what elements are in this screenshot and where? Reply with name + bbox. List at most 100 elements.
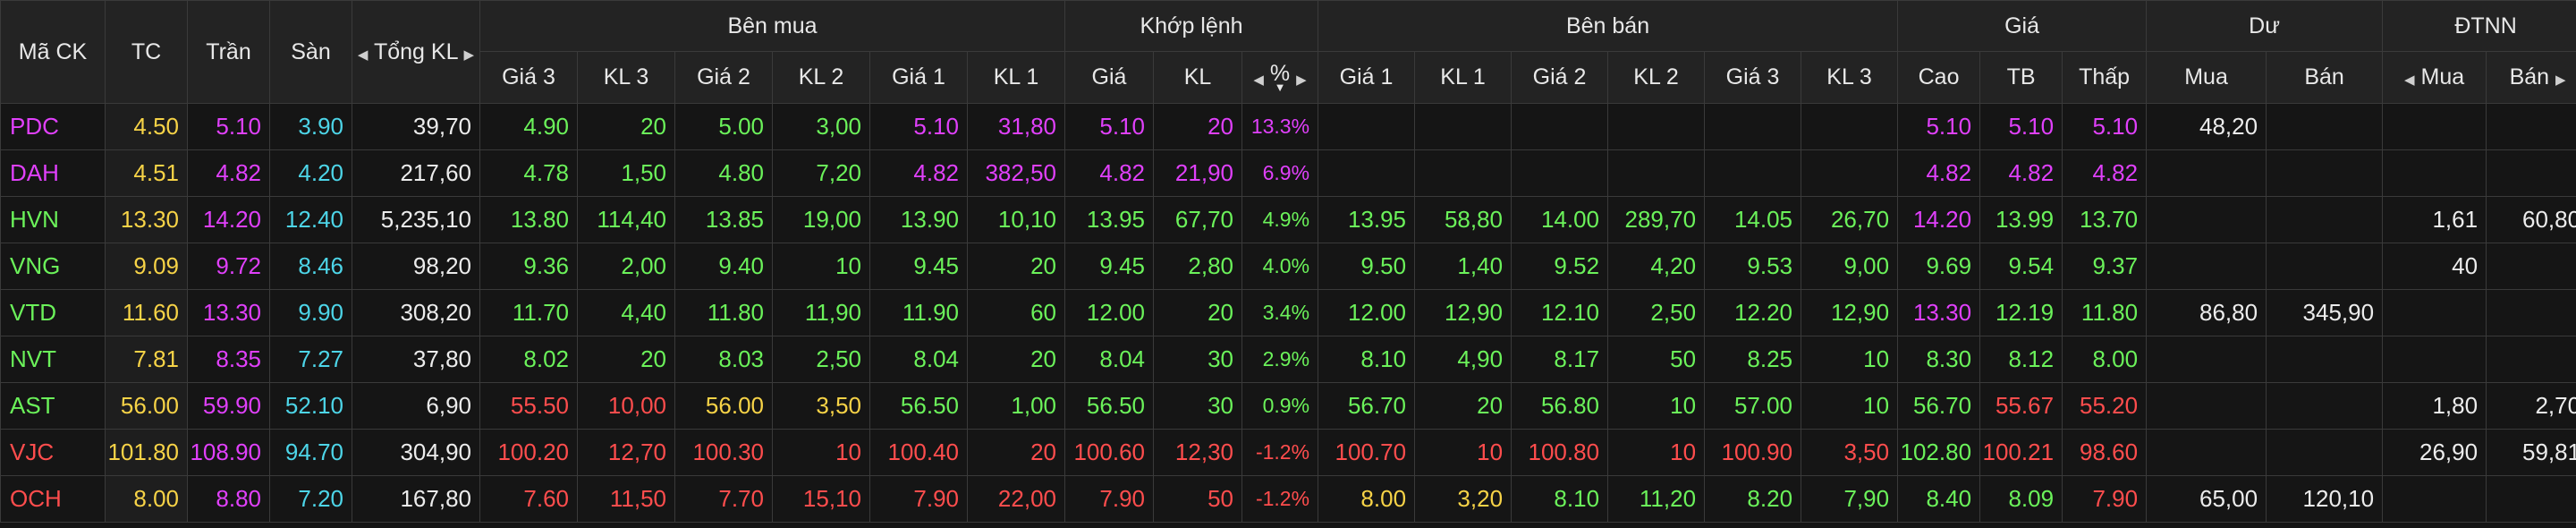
- header-low[interactable]: Thấp: [2062, 51, 2148, 104]
- header-ask-price1[interactable]: Giá 1: [1318, 51, 1416, 104]
- bid-vol1-cell: 20: [967, 243, 1065, 290]
- ceiling-price-cell: 8.35: [187, 336, 270, 383]
- bid-vol1-cell: 22,00: [967, 475, 1065, 523]
- table-row[interactable]: NVT 7.81 8.35 7.27 37,80 8.02 20 8.03 2,50 8.04 20…: [0, 336, 2576, 383]
- header-match-pct[interactable]: ◀ % ▼ ▶: [1241, 51, 1319, 104]
- symbol-cell[interactable]: AST: [0, 382, 106, 430]
- bid-vol1-cell: 20: [967, 429, 1065, 476]
- price-rows: PDC 4.50 5.10 3.90 39,70 4.90 20 5.00 3,00 5.10 31…: [0, 103, 2576, 523]
- foreign-buy-cell: 1,61: [2382, 196, 2487, 243]
- symbol-cell[interactable]: DAH: [0, 149, 106, 197]
- match-vol-cell: 12,30: [1153, 429, 1242, 476]
- bid-vol1-cell: 1,00: [967, 382, 1065, 430]
- ref-price-cell: 101.80: [105, 429, 188, 476]
- symbol-cell[interactable]: NVT: [0, 336, 106, 383]
- left-arrow-icon[interactable]: ◀: [1253, 72, 1264, 88]
- header-price-group: Giá: [1897, 0, 2148, 52]
- header-match-vol[interactable]: KL: [1153, 51, 1242, 104]
- bid-price1-cell: 9.45: [869, 243, 968, 290]
- remain-buy-cell: [2146, 196, 2267, 243]
- sort-down-icon[interactable]: ▼: [1274, 81, 1286, 95]
- ask-price3-cell: [1704, 149, 1802, 197]
- header-floor[interactable]: Sàn: [269, 0, 352, 104]
- header-ask-price2[interactable]: Giá 2: [1511, 51, 1609, 104]
- ask-price3-cell: 57.00: [1704, 382, 1802, 430]
- left-arrow-icon[interactable]: ◀: [2404, 72, 2415, 88]
- ask-vol1-cell: 10: [1414, 429, 1513, 476]
- right-arrow-icon[interactable]: ▶: [2555, 72, 2566, 88]
- total-volume-cell: 6,90: [352, 382, 480, 430]
- header-symbol[interactable]: Mã CK: [0, 0, 106, 104]
- avg-price-cell: 12.19: [1979, 289, 2063, 336]
- match-vol-cell: 20: [1153, 103, 1242, 150]
- floor-price-cell: 9.90: [269, 289, 352, 336]
- header-ceiling[interactable]: Trần: [187, 0, 270, 104]
- header-remain-group: Dư: [2146, 0, 2384, 52]
- foreign-sell-cell: [2486, 336, 2576, 383]
- header-match-price[interactable]: Giá: [1064, 51, 1154, 104]
- symbol-cell[interactable]: VNG: [0, 243, 106, 290]
- remain-sell-cell: [2266, 336, 2384, 383]
- header-ask-vol3[interactable]: KL 3: [1801, 51, 1899, 104]
- symbol-cell[interactable]: VJC: [0, 429, 106, 476]
- foreign-sell-cell: [2486, 475, 2576, 523]
- table-row[interactable]: AST 56.00 59.90 52.10 6,90 55.50 10,00 56.00 3,5…: [0, 382, 2576, 430]
- right-arrow-icon[interactable]: ▶: [1296, 72, 1307, 88]
- bid-price3-cell: 9.36: [479, 243, 578, 290]
- symbol-cell[interactable]: OCH: [0, 475, 106, 523]
- right-arrow-icon[interactable]: ▶: [463, 47, 475, 63]
- symbol-cell[interactable]: HVN: [0, 196, 106, 243]
- header-total-volume[interactable]: ◀ Tổng KL ▶: [352, 0, 480, 104]
- table-row[interactable]: DAH 4.51 4.82 4.20 217,60 4.78 1,50 4.80 7,20 4.8…: [0, 149, 2576, 197]
- table-row[interactable]: VTD 11.60 13.30 9.90 308,20 11.70 4,40 11.80 11,…: [0, 289, 2576, 336]
- remain-sell-cell: [2266, 243, 2384, 290]
- floor-price-cell: 8.46: [269, 243, 352, 290]
- header-high[interactable]: Cao: [1897, 51, 1981, 104]
- header-remain-buy[interactable]: Mua: [2146, 51, 2267, 104]
- header-bid-group: Bên mua: [479, 0, 1065, 52]
- bid-price2-cell: 4.80: [674, 149, 773, 197]
- bid-price1-cell: 7.90: [869, 475, 968, 523]
- bid-price2-cell: 13.85: [674, 196, 773, 243]
- header-remain-sell[interactable]: Bán: [2266, 51, 2384, 104]
- ceiling-price-cell: 8.80: [187, 475, 270, 523]
- ask-price1-cell: 8.00: [1318, 475, 1416, 523]
- header-bid-vol2[interactable]: KL 2: [772, 51, 870, 104]
- header-ask-price3[interactable]: Giá 3: [1704, 51, 1802, 104]
- table-row[interactable]: HVN 13.30 14.20 12.40 5,235,10 13.80 114,40 13.…: [0, 196, 2576, 243]
- header-ask-vol1[interactable]: KL 1: [1414, 51, 1513, 104]
- high-price-cell: 5.10: [1897, 103, 1981, 150]
- table-row[interactable]: PDC 4.50 5.10 3.90 39,70 4.90 20 5.00 3,00 5.10 31…: [0, 103, 2576, 150]
- header-bid-price3[interactable]: Giá 3: [479, 51, 578, 104]
- remain-sell-cell: 120,10: [2266, 475, 2384, 523]
- table-row[interactable]: VJC 101.80 108.90 94.70 304,90 100.20 12,70 100…: [0, 429, 2576, 476]
- header-ask-vol2[interactable]: KL 2: [1607, 51, 1706, 104]
- header-foreign-buy[interactable]: ◀ Mua: [2382, 51, 2487, 104]
- bid-vol1-cell: 20: [967, 336, 1065, 383]
- header-bid-vol3[interactable]: KL 3: [577, 51, 675, 104]
- match-price-cell: 4.82: [1064, 149, 1154, 197]
- left-arrow-icon[interactable]: ◀: [357, 47, 369, 63]
- ask-price3-cell: 8.25: [1704, 336, 1802, 383]
- header-ref[interactable]: TC: [105, 0, 188, 104]
- match-price-cell: 9.45: [1064, 243, 1154, 290]
- low-price-cell: 7.90: [2062, 475, 2148, 523]
- table-row[interactable]: VNG 9.09 9.72 8.46 98,20 9.36 2,00 9.40 10 9.45 20…: [0, 243, 2576, 290]
- header-bid-vol1[interactable]: KL 1: [967, 51, 1065, 104]
- ask-price2-cell: [1511, 103, 1609, 150]
- table-row[interactable]: OCH 8.00 8.80 7.20 167,80 7.60 11,50 7.70 15,10 7…: [0, 475, 2576, 523]
- header-bid-price2[interactable]: Giá 2: [674, 51, 773, 104]
- header-foreign-sell[interactable]: Bán ▶: [2486, 51, 2576, 104]
- foreign-sell-cell: [2486, 243, 2576, 290]
- header-bid-price1[interactable]: Giá 1: [869, 51, 968, 104]
- match-pct-cell: 13.3%: [1241, 103, 1319, 150]
- avg-price-cell: 55.67: [1979, 382, 2063, 430]
- bid-price2-cell: 56.00: [674, 382, 773, 430]
- header-avg[interactable]: TB: [1979, 51, 2063, 104]
- bid-price1-cell: 56.50: [869, 382, 968, 430]
- symbol-cell[interactable]: VTD: [0, 289, 106, 336]
- high-price-cell: 56.70: [1897, 382, 1981, 430]
- symbol-cell[interactable]: PDC: [0, 103, 106, 150]
- remain-sell-cell: [2266, 196, 2384, 243]
- bid-vol3-cell: 20: [577, 103, 675, 150]
